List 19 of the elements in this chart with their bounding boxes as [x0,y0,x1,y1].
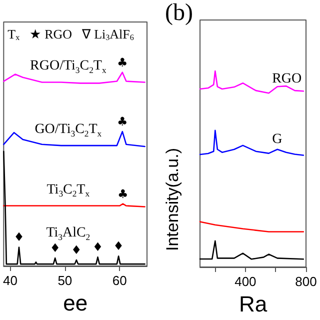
chart-title: (b) [165,0,193,26]
x-tick-label: 800 [295,274,317,289]
y-axis-title: Intensity(a.u.) [163,148,182,251]
annotation: ♣ [118,186,128,201]
annotation: ♣ [117,114,128,129]
x-tick-label: 60 [112,273,127,288]
annotation: ♣ [117,55,128,70]
series-label: G [272,132,282,147]
annotation: ♦ [71,242,82,257]
annotation: ♦ [50,241,60,256]
x-tick-label: 40 [2,273,18,288]
x-tick-label: 400 [234,274,256,289]
x-axis-title: Ra [238,292,268,316]
x-tick-label: 50 [58,273,72,288]
annotation: ♦ [92,240,104,254]
annotation: ♦ [113,239,124,254]
x-axis-title: ee [63,290,88,316]
series-label: RGO [272,72,302,87]
annotation: ♦ [14,230,24,244]
